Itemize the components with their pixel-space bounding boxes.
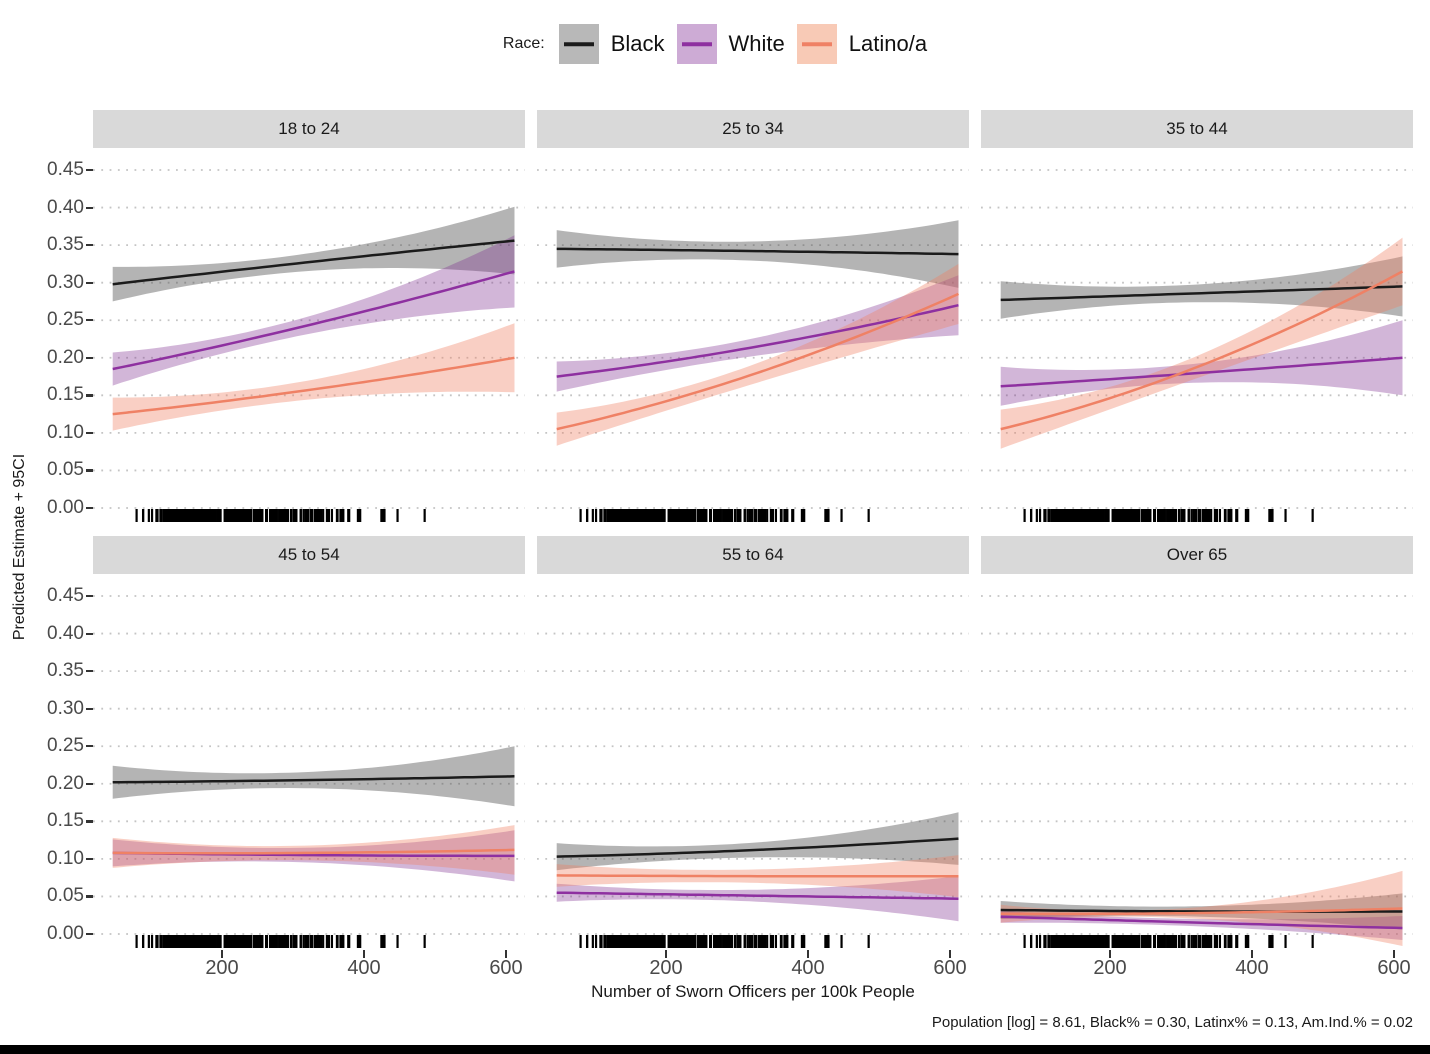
y-tick-mark [86,707,93,710]
y-tick-label: 0.40 [47,622,84,644]
y-tick-label: 0.35 [47,234,84,256]
y-tick-mark [86,507,93,510]
legend-entry-latinoa: Latino/a [796,24,928,64]
y-tick-label: 0.20 [47,346,84,368]
y-tick-mark [86,632,93,635]
y-tick-label: 0.25 [47,309,84,331]
y-tick-mark [86,431,93,435]
y-tick-label: 0.30 [47,697,84,719]
y-tick-label: 0.20 [47,772,84,794]
facet-panel-over-65 [981,595,1413,948]
y-tick-mark [86,895,93,898]
y-tick-mark [86,670,93,673]
y-tick-label: 0.00 [47,923,84,944]
y-tick-label: 0.15 [47,384,84,406]
y-tick-mark [86,394,93,397]
y-tick-mark [86,745,93,748]
facet-panel-18-to-24 [93,169,525,522]
y-tick-mark [86,281,93,284]
facet-strip-25-to-34: 25 to 34 [537,110,969,148]
facet-strip-over-65: Over 65 [981,536,1413,574]
x-tick-label: 200 [1093,957,1127,979]
facet-strip-45-to-54: 45 to 54 [93,536,525,574]
caption: Population [log] = 8.61, Black% = 0.30, … [931,1014,1413,1031]
x-tick-mark [949,950,952,958]
bottom-black-bar [0,1045,1430,1054]
legend-entry-label: White [728,31,785,56]
facet-strip-label: 35 to 44 [1166,119,1228,138]
facet-panel-35-to-44 [981,169,1413,522]
x-tick-label: 400 [791,957,825,979]
y-tick-mark [86,169,93,172]
x-tick-label: 200 [205,957,239,979]
y-tick-mark [86,595,93,598]
y-tick-label: 0.45 [47,159,84,180]
facet-panel-55-to-64 [537,595,969,948]
facet-strip-55-to-64: 55 to 64 [537,536,969,574]
y-tick-label: 0.10 [47,421,84,443]
y-tick-mark [86,244,93,247]
legend-key-icon [796,24,837,64]
x-tick-mark [1393,950,1396,958]
x-tick-mark [1109,950,1112,958]
legend-entry-white: White [676,24,785,64]
y-tick-label: 0.30 [47,271,84,293]
x-tick-mark [1251,950,1254,958]
y-tick-mark [86,820,93,823]
y-tick-label: 0.25 [47,735,84,757]
y-tick-mark [86,319,93,322]
y-tick-mark [86,356,93,359]
x-tick-mark [363,950,366,958]
y-tick-label: 0.45 [47,585,84,606]
y-tick-label: 0.35 [47,660,84,682]
facet-strip-label: Over 65 [1166,545,1228,564]
facet-strip-35-to-44: 35 to 44 [981,110,1413,148]
facet-strip-label: 25 to 34 [722,119,784,138]
x-tick-label: 400 [347,957,381,979]
x-axis-title: Number of Sworn Officers per 100k People [591,982,915,1001]
y-tick-label: 0.15 [47,810,84,832]
x-tick-label: 400 [1235,957,1269,979]
y-tick-label: 0.10 [47,847,84,869]
legend-title: Race: [502,35,545,52]
x-tick-label: 600 [933,957,967,979]
x-tick-mark [505,950,508,958]
y-tick-mark [86,206,93,209]
x-tick-label: 600 [1377,957,1411,979]
facet-panel-45-to-54 [93,595,525,948]
legend-key-icon [558,24,599,64]
facet-strip-label: 45 to 54 [278,545,340,564]
legend: Race: Black White Latino/a [0,24,1430,64]
y-tick-mark [86,782,93,785]
legend-entry-label: Black [610,31,665,56]
x-tick-label: 200 [649,957,683,979]
facet-strip-label: 55 to 64 [722,545,784,564]
y-tick-label: 0.05 [47,459,84,481]
legend-entry-black: Black [558,24,665,64]
y-tick-label: 0.05 [47,885,84,907]
facet-panel-25-to-34 [537,169,969,522]
x-tick-mark [807,950,810,958]
facet-strip-18-to-24: 18 to 24 [93,110,525,148]
x-tick-label: 600 [489,957,523,979]
facet-strip-label: 18 to 24 [278,119,340,138]
y-tick-mark [86,857,93,861]
y-tick-mark [86,933,93,936]
x-tick-mark [665,950,668,958]
y-tick-label: 0.40 [47,196,84,218]
y-tick-label: 0.00 [47,497,84,518]
legend-entry-label: Latino/a [848,31,928,56]
y-tick-mark [86,469,93,472]
x-tick-mark [221,950,224,958]
legend-key-icon [676,24,717,64]
